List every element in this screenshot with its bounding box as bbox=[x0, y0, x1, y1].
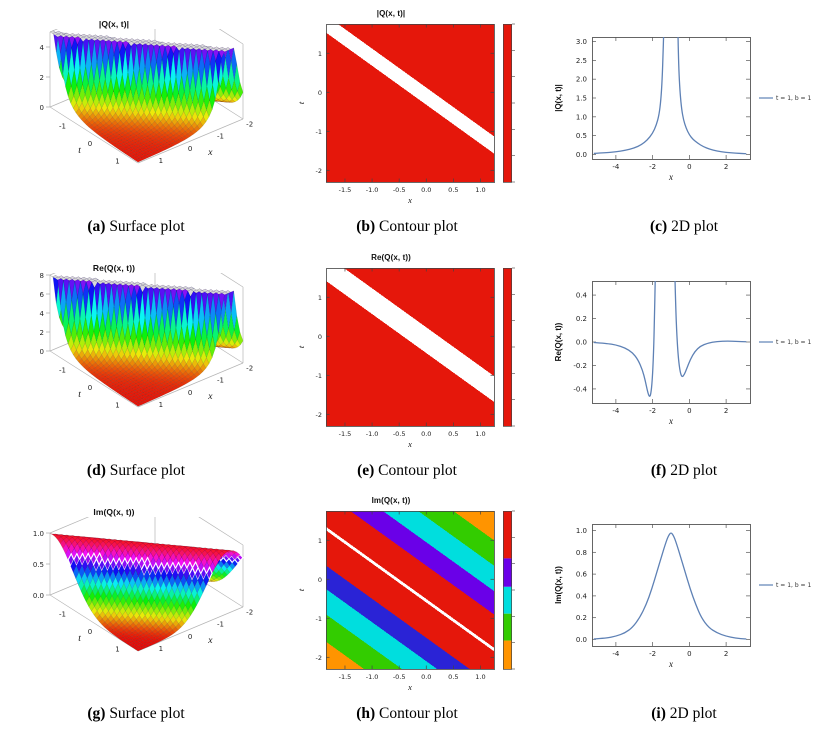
caption-b: (b) Contour plot bbox=[356, 218, 458, 244]
caption-h: (h) Contour plot bbox=[356, 705, 458, 731]
contour-plot-canvas-h bbox=[292, 505, 522, 697]
plot-area-d: Re(Q(x, t)) bbox=[5, 244, 267, 462]
contour-plot-canvas-b bbox=[292, 17, 522, 210]
panel-h: Im(Q(x, t)) (h) Contour plot bbox=[272, 488, 542, 731]
caption-c: (c) 2D plot bbox=[650, 218, 718, 244]
caption-i: (i) 2D plot bbox=[651, 705, 716, 731]
caption-tag-g: (g) bbox=[87, 705, 106, 722]
panel-f: (f) 2D plot bbox=[542, 244, 826, 488]
caption-label-a: Surface plot bbox=[109, 218, 185, 235]
panel-d: Re(Q(x, t)) (d) Surface plot bbox=[0, 244, 272, 488]
plot-title-e: Re(Q(x, t)) bbox=[371, 252, 411, 262]
caption-tag-f: (f) bbox=[650, 462, 667, 479]
line-plot-canvas-i bbox=[548, 514, 820, 679]
plot-title-b: |Q(x, t)| bbox=[376, 8, 406, 18]
plot-area-e: Re(Q(x, t)) bbox=[292, 244, 522, 462]
surface-plot-canvas-a bbox=[5, 29, 267, 199]
plot-title-g: Im(Q(x, t)) bbox=[93, 506, 135, 517]
plot-area-i bbox=[548, 488, 820, 705]
caption-tag-d: (d) bbox=[86, 462, 106, 479]
caption-tag-i: (i) bbox=[651, 705, 666, 722]
plot-area-b: |Q(x, t)| bbox=[292, 0, 522, 218]
plot-area-c bbox=[548, 0, 820, 218]
caption-tag-e: (e) bbox=[357, 462, 375, 479]
panel-i: (i) 2D plot bbox=[542, 488, 826, 731]
caption-label-i: 2D plot bbox=[669, 705, 717, 722]
panel-a: |Q(x, t)| (a) Surface plot bbox=[0, 0, 272, 244]
plot-title-a: |Q(x, t)| bbox=[98, 19, 130, 29]
line-plot-canvas-f bbox=[548, 270, 820, 436]
caption-label-b: Contour plot bbox=[379, 218, 458, 235]
caption-g: (g) Surface plot bbox=[87, 705, 184, 731]
caption-tag-b: (b) bbox=[356, 218, 376, 235]
caption-a: (a) Surface plot bbox=[87, 218, 184, 244]
panel-g: Im(Q(x, t)) (g) Surface plot bbox=[0, 488, 272, 731]
caption-d: (d) Surface plot bbox=[87, 462, 185, 488]
caption-tag-c: (c) bbox=[649, 218, 668, 235]
panel-c: (c) 2D plot bbox=[542, 0, 826, 244]
plot-area-f bbox=[548, 244, 820, 462]
caption-label-g: Surface plot bbox=[109, 705, 185, 722]
contour-plot-canvas-e bbox=[292, 261, 522, 454]
line-plot-canvas-c bbox=[548, 26, 820, 192]
surface-plot-canvas-d bbox=[5, 273, 267, 443]
caption-tag-a: (a) bbox=[87, 218, 106, 235]
panel-b: |Q(x, t)| (b) Contour plot bbox=[272, 0, 542, 244]
caption-label-f: 2D plot bbox=[670, 462, 718, 479]
caption-tag-h: (h) bbox=[356, 705, 376, 722]
caption-e: (e) Contour plot bbox=[357, 462, 457, 488]
surface-plot-canvas-g bbox=[5, 516, 267, 687]
plot-title-d: Re(Q(x, t)) bbox=[92, 263, 136, 273]
caption-f: (f) 2D plot bbox=[651, 462, 717, 488]
panel-e: Re(Q(x, t)) (e) Contour plot bbox=[272, 244, 542, 488]
caption-label-c: 2D plot bbox=[671, 218, 718, 235]
caption-label-d: Surface plot bbox=[109, 462, 186, 479]
plot-title-h: Im(Q(x, t)) bbox=[371, 496, 411, 505]
caption-label-e: Contour plot bbox=[378, 462, 457, 479]
plot-area-g: Im(Q(x, t)) bbox=[5, 488, 267, 705]
caption-label-h: Contour plot bbox=[379, 705, 458, 722]
plot-area-h: Im(Q(x, t)) bbox=[292, 488, 522, 705]
plot-area-a: |Q(x, t)| bbox=[5, 0, 267, 218]
